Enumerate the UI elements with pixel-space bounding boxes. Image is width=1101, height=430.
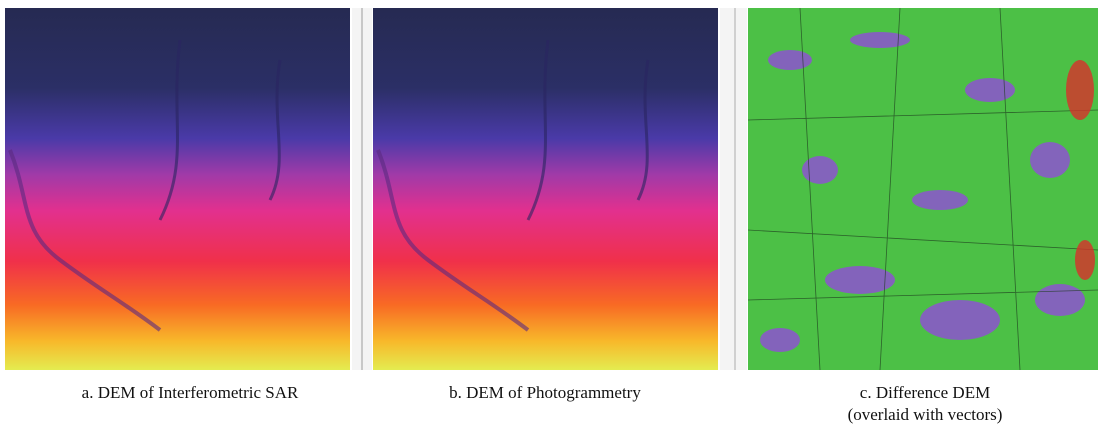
caption: (overlaid with vectors)	[848, 405, 1003, 424]
panel-c-image	[748, 8, 1098, 370]
figure: a. DEM of Interferometric SAR b. DEM of …	[0, 0, 1101, 430]
caption: a. DEM of Interferometric SAR	[82, 383, 299, 402]
panel-b-image	[373, 8, 718, 370]
caption: c. Difference DEM	[860, 383, 990, 402]
panel-a-image	[5, 8, 350, 370]
caption: b. DEM of Photogrammetry	[449, 383, 641, 402]
